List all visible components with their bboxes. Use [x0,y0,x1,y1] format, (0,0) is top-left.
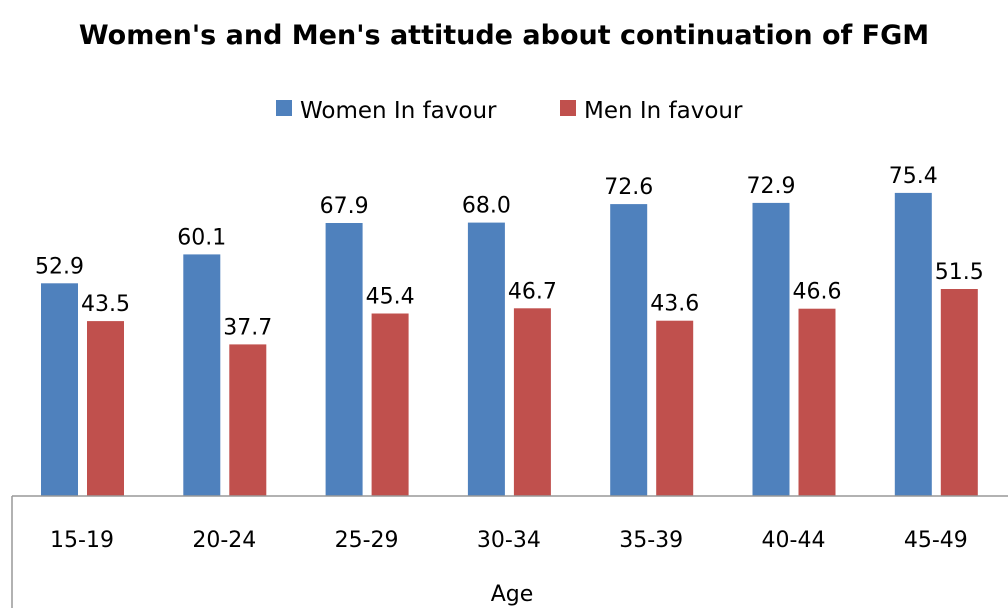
bar-men-30-34 [513,308,551,496]
data-label-men-30-34: 46.7 [508,279,557,304]
x-tick-label-40-44: 40-44 [762,528,826,553]
bar-women-35-39 [610,204,648,496]
bar-women-15-19 [41,283,78,496]
data-label-women-15-19: 52.9 [35,254,84,279]
bar-women-45-49 [894,192,932,496]
bars-group [41,192,978,496]
legend-swatch-men [560,100,576,116]
data-label-men-25-29: 45.4 [366,285,415,310]
bar-women-20-24 [183,254,221,496]
bar-men-45-49 [940,289,978,496]
bar-men-25-29 [371,313,409,496]
data-label-men-45-49: 51.5 [935,260,984,285]
data-labels-group: 52.9 43.5 60.1 37.7 67.9 45.4 68.0 46.7 72.6 43.6… [35,164,984,341]
x-axis [11,495,1008,608]
legend-label-men: Men In favour [584,98,743,124]
data-label-men-20-24: 37.7 [223,315,272,340]
legend-label-women: Women In favour [300,98,497,124]
x-tick-label-45-49: 45-49 [904,528,968,553]
bar-women-40-44 [752,202,790,496]
bar-women-25-29 [325,223,363,496]
chart-title: Women's and Men's attitude about continu… [79,20,929,51]
data-label-women-45-49: 75.4 [889,164,938,189]
data-label-men-15-19: 43.5 [81,292,130,317]
bar-men-35-39 [656,320,694,496]
legend: Women In favour Men In favour [276,98,743,124]
legend-swatch-women [276,100,292,116]
bar-men-15-19 [87,321,124,496]
x-tick-label-20-24: 20-24 [192,528,256,553]
data-label-women-25-29: 67.9 [320,194,369,219]
data-label-women-40-44: 72.9 [747,174,796,199]
data-label-women-30-34: 68.0 [462,194,511,219]
bar-men-40-44 [798,308,836,496]
x-tick-label-35-39: 35-39 [619,528,683,553]
tick-labels-group: 15-19 20-24 25-29 30-34 35-39 40-44 45-49 [50,528,968,553]
data-label-men-35-39: 43.6 [650,292,699,317]
data-label-women-20-24: 60.1 [177,225,226,250]
x-tick-label-15-19: 15-19 [50,528,114,553]
x-tick-label-25-29: 25-29 [335,528,399,553]
bar-women-30-34 [467,222,505,496]
x-tick-label-30-34: 30-34 [477,528,541,553]
data-label-men-40-44: 46.6 [793,280,842,305]
x-axis-label: Age [491,582,534,607]
bar-men-20-24 [229,344,267,496]
data-label-women-35-39: 72.6 [604,175,653,200]
